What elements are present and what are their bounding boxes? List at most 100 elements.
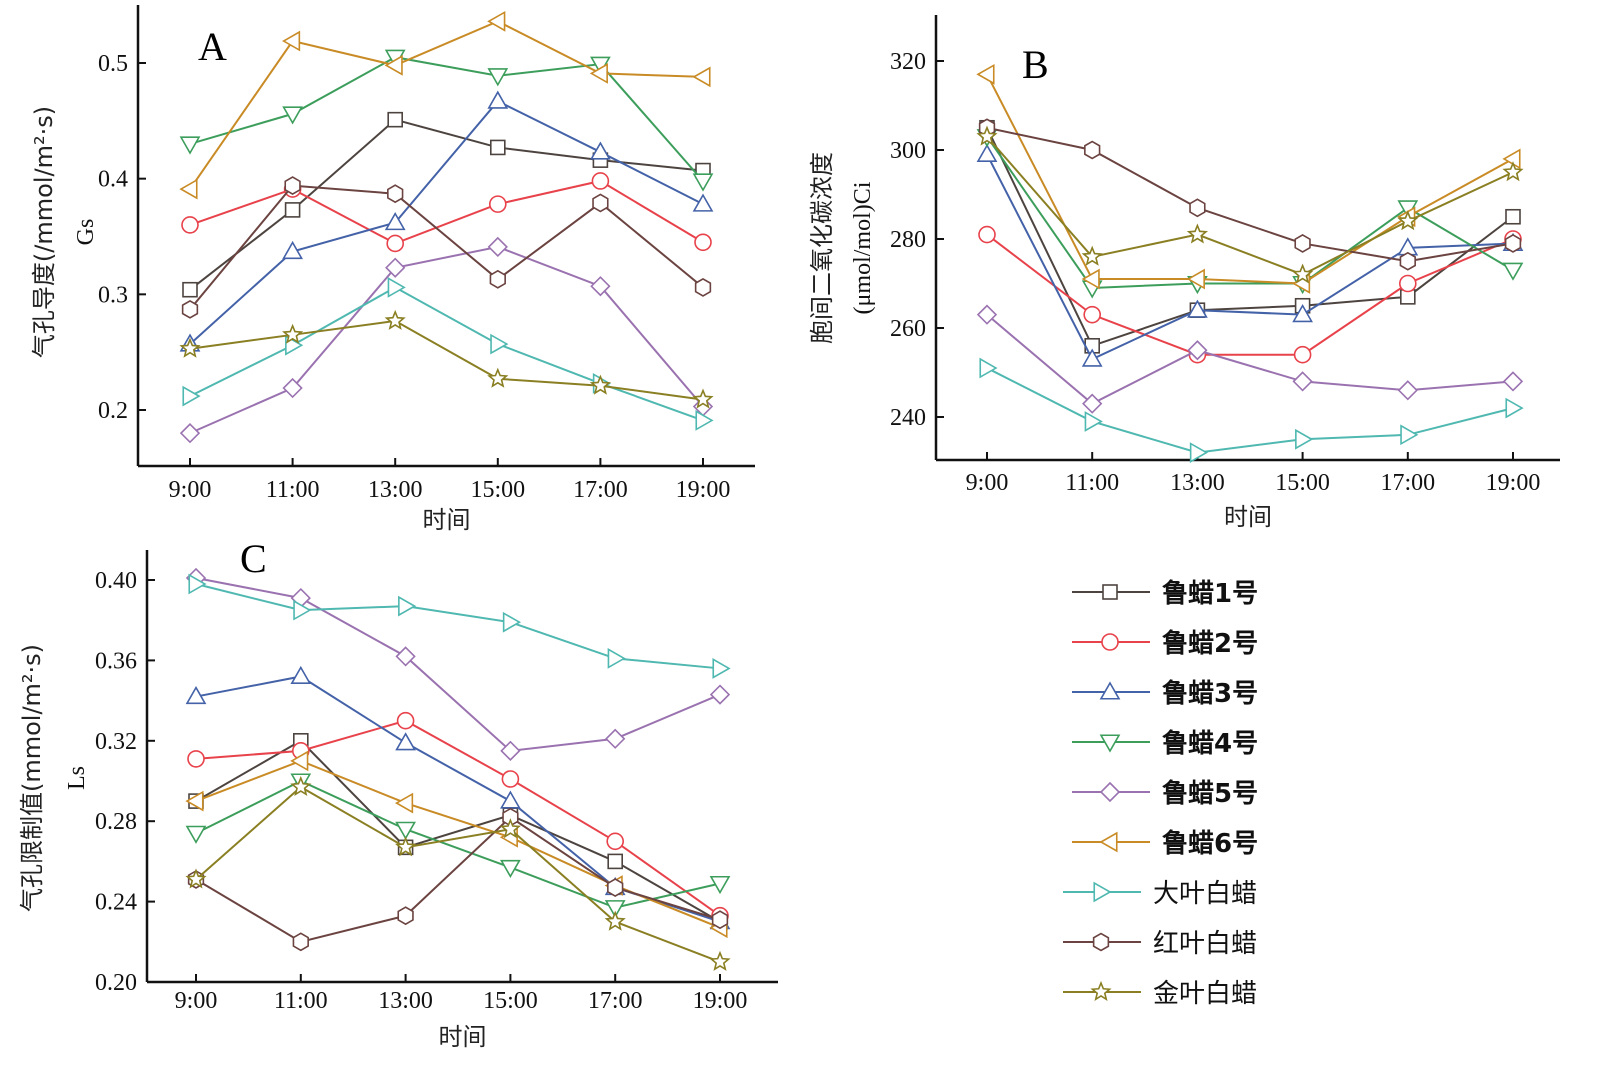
panel-c-series — [185, 567, 731, 761]
panel-a-x-tick-label: 13:00 — [368, 477, 423, 503]
panel-c-series-line — [195, 719, 721, 917]
legend-item: 鲁蜡6号 — [1072, 829, 1258, 859]
legend-marker-icon — [1101, 633, 1119, 651]
legend-marker-icon — [1099, 681, 1121, 700]
legend-marker-icon — [1099, 781, 1121, 803]
panel-b-data-point — [1084, 140, 1101, 160]
panel-a-series-line — [189, 179, 704, 245]
panel-a-data-point — [487, 10, 506, 32]
panel-b-data-point — [1399, 274, 1417, 293]
panel-b-series — [979, 357, 1524, 463]
panel-c-y-label: 气孔限制值(mmol/m²·s) — [18, 644, 46, 912]
panel-b-data-point — [1187, 299, 1208, 318]
panel-a-data-point — [487, 68, 509, 87]
panel-b-data-point — [1502, 161, 1524, 182]
panel-a-series-line — [189, 56, 704, 182]
panel-b-data-point — [1186, 268, 1205, 290]
panel-c-data-point — [500, 790, 521, 809]
panel-a-data-point — [281, 30, 301, 52]
panel-c-data-point — [605, 728, 626, 749]
panel-c-data-point — [712, 658, 731, 679]
panel-c-data-point — [500, 740, 521, 761]
panel-a-data-point — [385, 257, 406, 278]
panel-c-data-point — [501, 770, 520, 788]
panel-a-data-point — [592, 193, 609, 213]
panel-a-series — [179, 49, 714, 192]
panel-b-data-point — [1295, 428, 1314, 450]
panel-b-y-label-symbol: (μmol/mol)Ci — [850, 181, 876, 314]
panel-a-data-point — [179, 136, 201, 155]
legend-marker-icon — [1099, 734, 1121, 753]
panel-b-y-tick-label: 240 — [890, 405, 926, 431]
panel-c-data-point — [709, 875, 731, 895]
panel-c-x-label: 时间 — [439, 1023, 487, 1051]
panel-a-data-point — [692, 193, 714, 212]
panel-c-series-line — [195, 759, 721, 929]
panel-a-series — [181, 172, 712, 253]
panel-b-data-point — [1293, 345, 1312, 364]
panel-c-data-point — [188, 573, 207, 595]
panel-b-data-point — [1189, 442, 1209, 463]
panel-c-y-label-symbol: Ls — [64, 766, 90, 790]
legend-item: 大叶白蜡 — [1063, 879, 1257, 909]
panel-a-series — [179, 10, 711, 200]
legend-label: 大叶白蜡 — [1153, 879, 1257, 909]
panel-b-data-point — [1502, 262, 1524, 281]
panel-a: 0.2 0.3 0.4 0.5 9:00 11:00 13:00 15:00 17:00 19:0… — [30, 5, 755, 534]
panel-a-x-tick-label: 19:00 — [676, 477, 731, 503]
panel-b-series — [976, 63, 1521, 294]
panel-c-data-point — [290, 750, 309, 772]
panel-b-data-point — [1081, 245, 1103, 266]
legend-marker-icon — [1099, 831, 1118, 853]
panel-b-data-point — [1292, 304, 1313, 323]
panel-a-series-line — [189, 286, 704, 422]
legend-label: 鲁蜡6号 — [1162, 829, 1258, 859]
legend-item: 鲁蜡4号 — [1072, 729, 1258, 759]
panel-b-data-point — [976, 125, 998, 146]
panel-b-series-line — [986, 313, 1514, 405]
panel-b-series-line — [986, 135, 1514, 276]
legend-label: 鲁蜡2号 — [1162, 629, 1258, 659]
panel-b-y-tick-label: 280 — [890, 227, 926, 253]
panel-b-data-point — [1292, 371, 1313, 392]
panel-b-data-point — [1397, 380, 1418, 401]
panel-a-y-tick-label: 0.5 — [98, 51, 128, 77]
panel-c-data-point — [185, 825, 207, 844]
panel-c-data-point — [607, 878, 624, 897]
panel-b-data-point — [1400, 424, 1419, 446]
panel-b-data-point — [1399, 251, 1416, 271]
panel-c-series — [185, 775, 731, 971]
panel-b-data-point — [1082, 393, 1103, 414]
panel-c-series-line — [195, 577, 721, 752]
legend-label: 红叶白蜡 — [1153, 929, 1257, 959]
panel-a-data-point — [488, 195, 507, 213]
panel-b-series — [979, 119, 1521, 354]
panel-a-data-point — [591, 172, 610, 190]
panel-b-y-tick-label: 260 — [890, 316, 926, 342]
panel-b-data-point — [1505, 397, 1524, 419]
legend-marker-icon — [1090, 980, 1112, 1001]
legend-marker-icon — [1102, 584, 1118, 600]
panel-a-series-line — [189, 118, 704, 291]
panel-a-data-point — [282, 106, 303, 125]
panel-c-y-tick-label: 0.36 — [95, 648, 137, 674]
panel-a-data-point — [487, 367, 509, 388]
panel-b-data-point — [1084, 411, 1103, 432]
panel-c-data-point — [502, 611, 522, 633]
panel-c-data-point — [709, 684, 731, 705]
panel-b-data-point — [1189, 198, 1206, 218]
legend-label: 鲁蜡5号 — [1162, 779, 1258, 809]
panel-c-x-tick-label: 9:00 — [175, 988, 218, 1014]
panel-a-data-point — [590, 276, 611, 297]
panel-a-data-point — [489, 269, 506, 289]
panel-c-series-line — [195, 675, 721, 923]
panel-b-series-line — [986, 136, 1514, 289]
panel-b-data-point — [1504, 234, 1522, 253]
panel-c-series — [185, 773, 731, 919]
panel-a-series — [182, 277, 714, 431]
panel-b-data-point — [1294, 234, 1311, 253]
panel-a-data-point — [284, 176, 301, 196]
panel-a-y-tick-label: 0.2 — [98, 398, 128, 424]
